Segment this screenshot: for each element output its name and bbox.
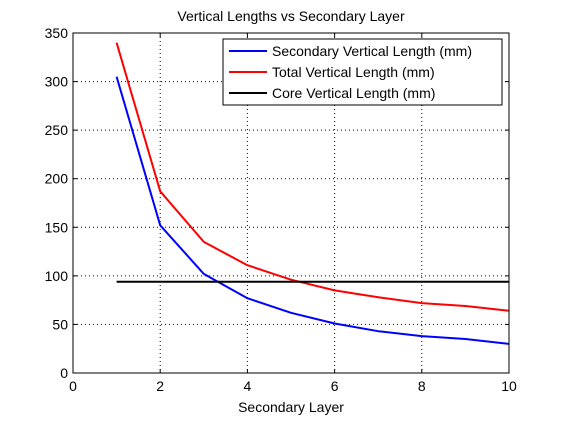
- x-tick-label: 6: [331, 378, 339, 394]
- x-tick-label: 0: [69, 378, 77, 394]
- y-tick-label: 350: [45, 25, 69, 41]
- legend: Secondary Vertical Length (mm) Total Vert…: [222, 38, 503, 106]
- x-tick-label: 2: [156, 378, 164, 394]
- y-tick-label: 300: [45, 74, 69, 90]
- legend-label: Secondary Vertical Length (mm): [272, 43, 472, 59]
- series-lines: [115, 42, 510, 345]
- chart-title: Vertical Lengths vs Secondary Layer: [177, 8, 405, 24]
- plot-frame: [72, 32, 510, 374]
- legend-label: Core Vertical Length (mm): [272, 85, 435, 101]
- x-tick-label: 4: [244, 378, 252, 394]
- x-tick-label: 8: [418, 378, 426, 394]
- legend-box: [222, 38, 503, 106]
- y-tick-label: 150: [45, 219, 69, 235]
- y-tick-label: 250: [45, 122, 69, 138]
- x-axis-title: Secondary Layer: [238, 399, 344, 415]
- y-tick-label: 200: [45, 171, 69, 187]
- series-line-2: [115, 42, 510, 312]
- y-tick-label: 100: [45, 268, 69, 284]
- y-tick-label: 0: [60, 365, 68, 381]
- y-tick-label: 50: [52, 316, 68, 332]
- x-tick-label: 10: [501, 378, 517, 394]
- series-line-1: [115, 76, 510, 345]
- legend-label: Total Vertical Length (mm): [272, 64, 435, 80]
